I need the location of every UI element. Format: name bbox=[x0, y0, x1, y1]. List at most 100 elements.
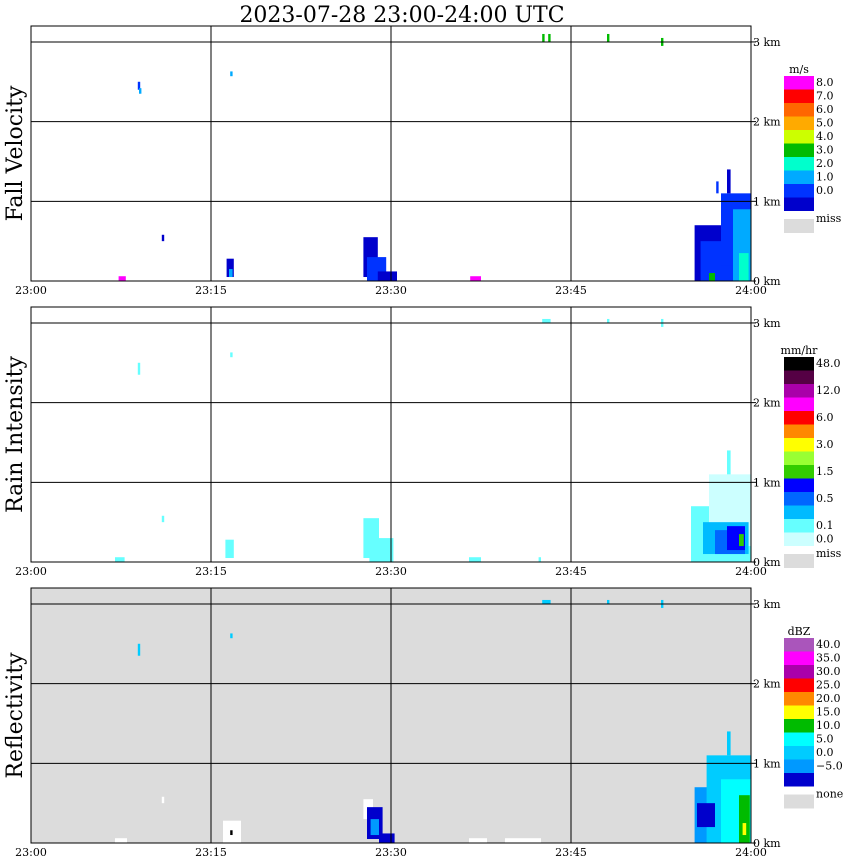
legend-swatch bbox=[784, 465, 814, 479]
legend-swatch bbox=[784, 143, 814, 157]
echo-cell bbox=[739, 253, 749, 281]
x-tick-label: 23:00 bbox=[15, 284, 47, 297]
y-axis-title: Fall Velocity bbox=[3, 85, 28, 221]
legend-swatch bbox=[784, 357, 814, 371]
legend-swatch bbox=[784, 478, 814, 492]
x-tick-label: 23:45 bbox=[555, 284, 587, 297]
y-axis-title: Rain Intensity bbox=[3, 355, 28, 512]
legend-missing-label: miss bbox=[816, 547, 842, 560]
y-tick-label: 0 km bbox=[753, 275, 781, 288]
echo-cell bbox=[727, 731, 731, 756]
echo-cell bbox=[230, 830, 233, 836]
legend-swatch bbox=[784, 370, 814, 384]
x-tick-label: 23:15 bbox=[195, 284, 227, 297]
legend-label: 0.0 bbox=[816, 746, 834, 759]
legend-label: 5.0 bbox=[816, 117, 834, 130]
legend-missing-swatch bbox=[784, 554, 814, 568]
legend-missing-label: none bbox=[816, 788, 843, 801]
legend-swatch bbox=[784, 719, 814, 733]
x-tick-label: 24:00 bbox=[735, 565, 767, 578]
legend-swatch bbox=[784, 492, 814, 506]
y-tick-label: 2 km bbox=[753, 116, 781, 129]
y-tick-label: 0 km bbox=[753, 556, 781, 569]
legend-swatch bbox=[784, 651, 814, 665]
echo-cell bbox=[742, 823, 747, 836]
legend-swatch bbox=[784, 746, 814, 760]
legend-swatch bbox=[784, 89, 814, 103]
y-tick-label: 2 km bbox=[753, 678, 781, 691]
legend-swatch bbox=[784, 705, 814, 719]
legend-label: −5.0 bbox=[816, 760, 843, 773]
echo-cell bbox=[379, 833, 395, 843]
x-tick-label: 23:30 bbox=[375, 565, 407, 578]
echo-cell bbox=[225, 539, 234, 559]
echo-cell bbox=[137, 362, 141, 375]
legend-swatch bbox=[784, 759, 814, 773]
x-tick-label: 23:15 bbox=[195, 565, 227, 578]
figure-title: 2023-07-28 23:00-24:00 UTC bbox=[239, 3, 564, 28]
echo-cell bbox=[542, 33, 545, 42]
legend-label: 6.0 bbox=[816, 103, 834, 116]
legend-label: 35.0 bbox=[816, 652, 841, 665]
y-tick-label: 1 km bbox=[753, 476, 781, 489]
legend-unit: m/s bbox=[789, 63, 809, 76]
legend-unit: mm/hr bbox=[781, 344, 819, 357]
echo-cell bbox=[739, 795, 750, 843]
x-tick-label: 23:15 bbox=[195, 846, 227, 859]
legend-swatch bbox=[784, 519, 814, 533]
legend-label: 48.0 bbox=[816, 357, 841, 370]
echo-cell bbox=[709, 273, 715, 281]
x-tick-label: 24:00 bbox=[735, 846, 767, 859]
echo-cell bbox=[469, 557, 481, 562]
plot-frame bbox=[30, 306, 752, 563]
echo-cell bbox=[716, 181, 719, 194]
echo-cell bbox=[161, 234, 165, 242]
legend-swatch bbox=[784, 157, 814, 171]
echo-cell bbox=[226, 258, 234, 278]
legend-label: 1.5 bbox=[816, 465, 834, 478]
legend-missing-swatch bbox=[784, 219, 814, 233]
legend-label: 1.0 bbox=[816, 171, 834, 184]
legend-label: 30.0 bbox=[816, 665, 841, 678]
legend-label: 0.1 bbox=[816, 519, 834, 532]
legend-swatch bbox=[784, 451, 814, 465]
legend-label: 0.5 bbox=[816, 492, 834, 505]
legend-label: 0.0 bbox=[816, 533, 834, 546]
legend-swatch bbox=[784, 116, 814, 130]
y-tick-label: 3 km bbox=[753, 36, 781, 49]
legend-label: 5.0 bbox=[816, 733, 834, 746]
echo-cell bbox=[470, 276, 481, 281]
legend-swatch bbox=[784, 103, 814, 117]
legend-label: 3.0 bbox=[816, 144, 834, 157]
echo-cell bbox=[137, 643, 141, 656]
echo-cell bbox=[369, 538, 394, 562]
legend-swatch bbox=[784, 638, 814, 652]
x-tick-label: 24:00 bbox=[735, 284, 767, 297]
legend-swatch bbox=[784, 397, 814, 411]
echo-cell bbox=[229, 269, 233, 278]
legend-label: 3.0 bbox=[816, 438, 834, 451]
x-tick-label: 23:45 bbox=[555, 565, 587, 578]
legend-label: 0.0 bbox=[816, 184, 834, 197]
echo-cell bbox=[548, 33, 551, 42]
legend-label: 12.0 bbox=[816, 384, 841, 397]
legend-label: 8.0 bbox=[816, 76, 834, 89]
echo-cell bbox=[115, 557, 125, 562]
x-tick-label: 23:00 bbox=[15, 846, 47, 859]
panel-fall: 23:00 23:15 23:30 23:45 24:000 km 1 km 2 km 3 k… bbox=[3, 25, 842, 297]
x-tick-label: 23:45 bbox=[555, 846, 587, 859]
legend-swatch bbox=[784, 130, 814, 144]
echo-cell bbox=[370, 819, 379, 836]
echo-cell bbox=[727, 450, 731, 475]
y-tick-label: 1 km bbox=[753, 757, 781, 770]
legend-unit: dBZ bbox=[788, 625, 811, 638]
y-axis-title: Reflectivity bbox=[3, 652, 28, 779]
legend-swatch bbox=[784, 197, 814, 211]
plot-frame bbox=[30, 25, 752, 282]
legend-label: 4.0 bbox=[816, 130, 834, 143]
legend-label: 40.0 bbox=[816, 638, 841, 651]
echo-cell bbox=[697, 803, 715, 828]
legend-swatch bbox=[784, 773, 814, 787]
y-tick-label: 2 km bbox=[753, 397, 781, 410]
echo-cell bbox=[139, 88, 142, 94]
